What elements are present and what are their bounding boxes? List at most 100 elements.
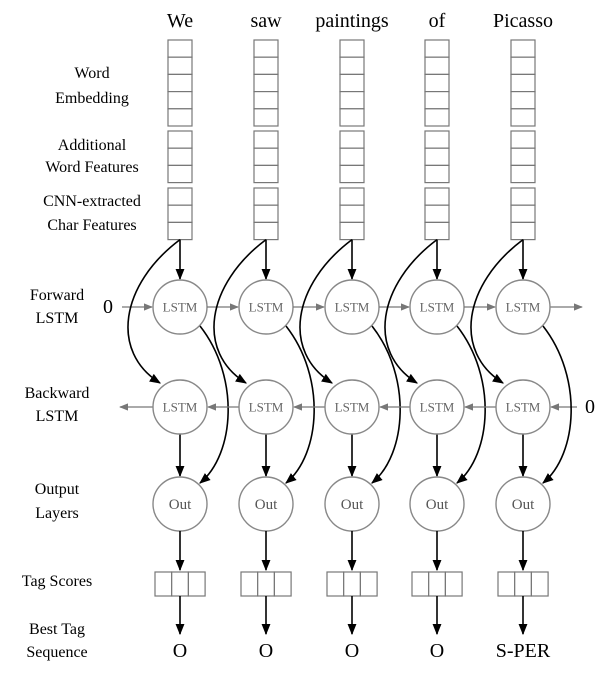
- word-embedding-cell: [167, 108, 193, 127]
- backward-lstm-node: [324, 379, 380, 435]
- additional-features-cell: [510, 147, 536, 166]
- tag-score-cell: [273, 571, 292, 597]
- additional-features-cell: [253, 130, 279, 149]
- backward-lstm-label: LSTM: [420, 400, 455, 415]
- word-embedding-cell: [510, 56, 536, 76]
- word-embedding-cell: [424, 56, 450, 76]
- word-embedding-cell: [339, 90, 365, 110]
- word-embedding-cell: [424, 108, 450, 127]
- additional-features-cell: [167, 130, 193, 149]
- additional-features-cell: [167, 147, 193, 166]
- tag-score-cell: [240, 571, 259, 597]
- word-embedding-cell: [253, 90, 279, 110]
- input-words: We saw paintings of Picasso: [167, 10, 553, 32]
- input-to-backward-arrow: [299, 238, 353, 384]
- additional-features-cell: [339, 164, 365, 184]
- cnn-features-cell: [339, 204, 365, 223]
- cnn-features-cell: [510, 204, 536, 223]
- output-label: Out: [512, 497, 535, 513]
- label-word-embedding-2: Embedding: [55, 90, 129, 107]
- input-to-backward-arrow: [213, 238, 267, 384]
- label-cnn-features-1: CNN-extracted: [43, 193, 141, 210]
- label-additional-features-2: Word Features: [45, 159, 138, 176]
- backward-initial-state: 0: [585, 396, 595, 418]
- label-cnn-features-2: Char Features: [47, 217, 136, 234]
- forward-lstm-label: LSTM: [249, 300, 284, 315]
- word-embedding-cell: [424, 73, 450, 93]
- tag-score-cell: [411, 571, 430, 597]
- word-embedding-cell: [339, 39, 365, 58]
- cnn-features-cell: [167, 187, 193, 206]
- backward-lstm-label: LSTM: [249, 400, 284, 415]
- word-embedding-cell: [339, 73, 365, 93]
- tag-0: O: [173, 640, 187, 662]
- backward-lstm-label: LSTM: [163, 400, 198, 415]
- label-tag-scores: Tag Scores: [22, 573, 92, 590]
- forward-to-output-arrow: [456, 325, 486, 484]
- tag-score-cell: [326, 571, 345, 597]
- output-label: Out: [426, 497, 449, 513]
- tag-score-cell: [514, 571, 533, 597]
- additional-features-cell: [424, 147, 450, 166]
- tag-score-cell: [497, 571, 516, 597]
- tag-score-cell: [171, 571, 189, 597]
- tag-score-cell: [444, 571, 463, 597]
- additional-features-cell: [339, 130, 365, 149]
- word-0: We: [167, 10, 193, 32]
- label-forward-lstm-1: Forward: [30, 287, 84, 304]
- output-label: Out: [169, 497, 192, 513]
- backward-lstm-node: [238, 379, 294, 435]
- label-forward-lstm-2: LSTM: [36, 310, 79, 327]
- cnn-features-cell: [510, 221, 536, 241]
- cnn-features-cell: [424, 187, 450, 206]
- cnn-features-cell: [424, 221, 450, 241]
- forward-lstm-node: [495, 279, 551, 335]
- word-embedding-cell: [424, 90, 450, 110]
- forward-lstm-label: LSTM: [163, 300, 198, 315]
- word-embedding-cell: [339, 108, 365, 127]
- backward-lstm-node: [152, 379, 208, 435]
- tag-score-cell: [257, 571, 276, 597]
- tag-3: O: [430, 640, 444, 662]
- tag-score-cell: [359, 571, 378, 597]
- forward-lstm-label: LSTM: [335, 300, 370, 315]
- additional-features-cell: [424, 130, 450, 149]
- cnn-features-cell: [339, 221, 365, 241]
- cnn-features-cell: [339, 187, 365, 206]
- forward-initial-state: 0: [103, 296, 113, 318]
- tag-score-cell: [154, 571, 173, 597]
- tag-1: O: [259, 640, 273, 662]
- word-embedding-cell: [510, 39, 536, 58]
- backward-lstm-node: [409, 379, 465, 435]
- forward-to-output-arrow: [285, 325, 315, 484]
- backward-lstm-label: LSTM: [335, 400, 370, 415]
- label-backward-lstm-1: Backward: [25, 385, 90, 402]
- tag-score-cell: [530, 571, 549, 597]
- forward-lstm-label: LSTM: [420, 300, 455, 315]
- input-to-backward-arrow: [127, 238, 181, 384]
- additional-features-cell: [424, 164, 450, 184]
- label-best-tag-sequence-1: Best Tag: [29, 621, 85, 638]
- word-embedding-cell: [253, 56, 279, 76]
- tag-score-cell: [187, 571, 206, 597]
- word-1: saw: [250, 10, 282, 32]
- tag-4: S-PER: [496, 640, 551, 662]
- backward-lstm-node: [495, 379, 551, 435]
- label-best-tag-sequence-2: Sequence: [26, 644, 87, 661]
- additional-features-cell: [253, 147, 279, 166]
- token-columns: LSTM LSTM Out LSTM LSTM Out LSTM LSTM Out LSTM LST…: [119, 39, 583, 636]
- word-4: Picasso: [493, 10, 553, 32]
- input-to-backward-arrow: [384, 238, 438, 384]
- cnn-features-cell: [253, 221, 279, 241]
- word-embedding-cell: [167, 73, 193, 93]
- label-output-layers-2: Layers: [35, 505, 79, 522]
- word-embedding-cell: [167, 39, 193, 58]
- tag-score-cell: [428, 571, 447, 597]
- cnn-features-cell: [253, 187, 279, 206]
- output-tags: O O O O S-PER: [173, 640, 551, 662]
- word-embedding-cell: [510, 73, 536, 93]
- label-backward-lstm-2: LSTM: [36, 408, 79, 425]
- cnn-features-cell: [253, 204, 279, 223]
- additional-features-cell: [167, 164, 193, 184]
